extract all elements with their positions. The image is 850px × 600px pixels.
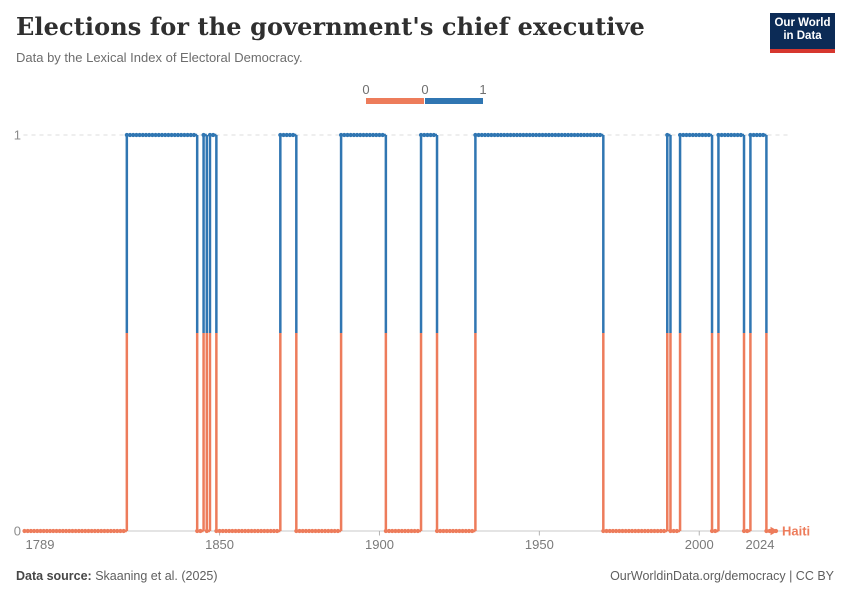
svg-text:1900: 1900 — [365, 537, 394, 552]
data-source-label: Data source: — [16, 569, 92, 583]
owid-logo-line2: in Data — [783, 30, 822, 42]
legend-label-0-left: 0 — [362, 82, 370, 97]
legend-bin-one[interactable] — [425, 98, 483, 104]
legend-label-1: 1 — [479, 82, 487, 97]
owid-logo[interactable]: Our World in Data — [770, 13, 835, 53]
svg-text:1: 1 — [14, 128, 21, 143]
data-source-text: Skaaning et al. (2025) — [91, 569, 218, 583]
entity-label-text: Haiti — [782, 524, 810, 539]
legend-label-0-mid: 0 — [421, 82, 429, 97]
entity-label-arrow-icon — [770, 526, 778, 536]
page-title: Elections for the government's chief exe… — [16, 12, 645, 41]
svg-text:1789: 1789 — [26, 537, 55, 552]
legend-bin-zero[interactable] — [366, 98, 424, 104]
owid-url-license[interactable]: OurWorldinData.org/democracy | CC BY — [610, 569, 834, 583]
svg-text:0: 0 — [14, 524, 21, 539]
y-axis-labels: 01 — [14, 128, 21, 539]
gridlines — [23, 134, 788, 532]
svg-text:1850: 1850 — [205, 537, 234, 552]
svg-text:2024: 2024 — [746, 537, 775, 552]
entity-label-haiti: Haiti — [770, 524, 810, 539]
x-axis-labels: 1789 1850 1900 1950 2000 2024 — [26, 537, 775, 552]
data-source-note: Data source: Skaaning et al. (2025) — [16, 569, 218, 583]
chart-subtitle: Data by the Lexical Index of Electoral D… — [16, 50, 303, 65]
svg-text:2000: 2000 — [685, 537, 714, 552]
x-axis-ticks — [219, 531, 700, 536]
owid-logo-line1: Our World — [774, 17, 831, 29]
series-line-haiti — [22, 132, 779, 534]
svg-text:1950: 1950 — [525, 537, 554, 552]
